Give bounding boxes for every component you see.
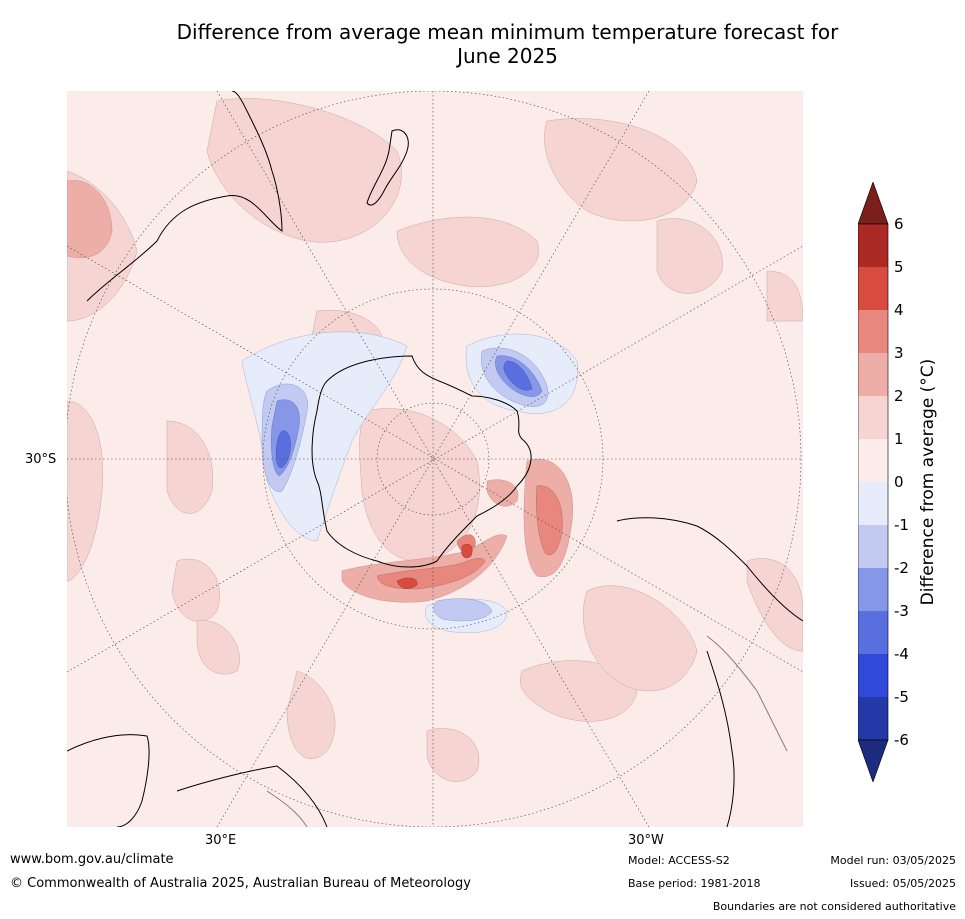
new-zealand-coast <box>366 129 409 206</box>
colorbar-segment <box>858 353 888 396</box>
colorbar-tick-label: 2 <box>894 387 904 405</box>
title-line-1: Difference from average mean minimum tem… <box>176 20 839 44</box>
antarctica-coast <box>311 355 532 568</box>
anomaly-band-4-5 <box>396 543 473 589</box>
africa-coast <box>67 734 150 827</box>
map-canvas <box>67 91 803 827</box>
map-title: Difference from average mean minimum tem… <box>0 20 965 68</box>
colorbar-segment <box>858 568 888 611</box>
colorbar-segment <box>858 482 888 525</box>
colorbar-tick-label: 5 <box>894 258 904 276</box>
colorbar-frame <box>857 223 889 741</box>
forecast-map <box>67 91 803 827</box>
colorbar-under-arrow <box>857 739 889 783</box>
disclaimer-text: Boundaries are not considered authoritat… <box>712 900 956 913</box>
colorbar-segment <box>858 525 888 568</box>
colorbar-over-arrow <box>857 181 889 225</box>
australia-coast <box>86 91 283 302</box>
title-line-2: June 2025 <box>457 44 558 68</box>
south-america-coast-2 <box>706 650 735 827</box>
model-run-text: Model run: 03/05/2025 <box>830 854 956 867</box>
lon-label-30w: 30°W <box>628 833 664 848</box>
graticule <box>67 91 803 827</box>
lon-label-30e: 30°E <box>205 833 237 848</box>
colorbar-tick-label: -6 <box>894 731 909 749</box>
colorbar-segment <box>858 654 888 697</box>
south-america-coast <box>616 517 803 622</box>
colorbar-segment <box>858 697 888 740</box>
colorbar-segment <box>858 267 888 310</box>
issued-text: Issued: 05/05/2025 <box>849 877 956 890</box>
colorbar-title: Difference from average (°C) <box>918 358 938 606</box>
website-link[interactable]: www.bom.gov.au/climate <box>10 852 174 867</box>
anomaly-band-1-2 <box>67 98 803 782</box>
anomaly-band-neg3-neg4 <box>275 360 533 468</box>
colorbar-tick-label: 6 <box>894 215 904 233</box>
africa-coast-2 <box>176 765 328 827</box>
colorbar-segment <box>858 396 888 439</box>
colorbar-tick-label: -5 <box>894 688 909 706</box>
copyright-text: © Commonwealth of Australia 2025, Austra… <box>10 876 471 891</box>
colorbar-segment <box>858 439 888 482</box>
colorbar-tick-label: 4 <box>894 301 904 319</box>
colorbar-tick-label: 1 <box>894 430 904 448</box>
lat-label-30s: 30°S <box>25 452 57 467</box>
colorbar-tick-label: 3 <box>894 344 904 362</box>
colorbar-tick-label: 0 <box>894 473 904 491</box>
model-text: Model: ACCESS-S2 <box>628 854 730 867</box>
base-period-text: Base period: 1981-2018 <box>628 877 761 890</box>
colorbar-tick-label: -4 <box>894 645 909 663</box>
colorbar-segment <box>858 310 888 353</box>
colorbar-segment <box>858 611 888 654</box>
colorbar-segment <box>858 224 888 267</box>
colorbar-tick-label: -3 <box>894 602 909 620</box>
colorbar-tick-label: -1 <box>894 516 909 534</box>
colorbar-svg <box>857 181 889 783</box>
colorbar-tick-label: -2 <box>894 559 909 577</box>
coastlines <box>67 91 803 827</box>
colorbar <box>857 181 892 786</box>
country-borders <box>266 635 788 827</box>
